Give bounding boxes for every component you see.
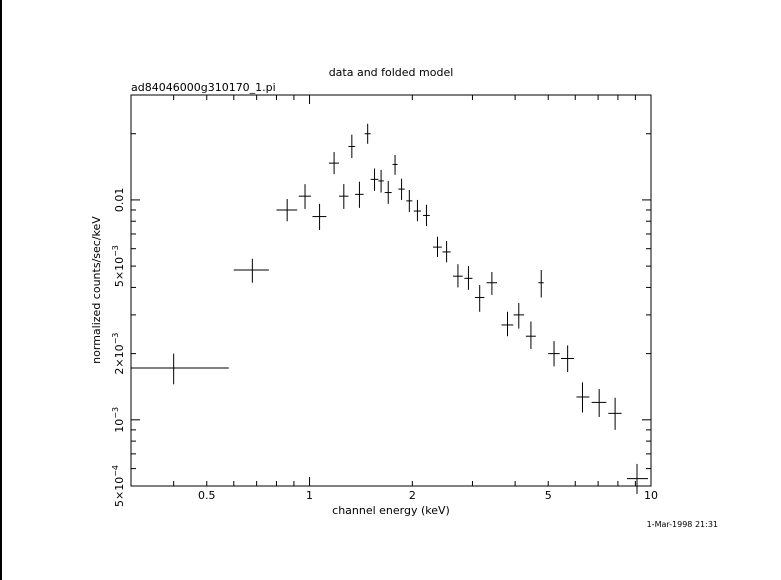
y-axis-label: normalized counts/sec/keV — [90, 216, 103, 364]
y-axis-ticks — [131, 94, 651, 487]
data-point — [298, 184, 312, 209]
y-tick-label: 10−3 — [111, 407, 126, 433]
x-tick-label: 10 — [644, 489, 658, 502]
data-point — [233, 258, 269, 283]
data-point — [452, 264, 463, 288]
data-point — [370, 168, 379, 191]
data-point — [413, 199, 421, 222]
data-point — [378, 169, 384, 193]
plot-frame — [130, 94, 652, 487]
x-tick-label: 5 — [545, 489, 552, 502]
data-point — [384, 180, 392, 204]
y-tick-label: 0.01 — [113, 188, 126, 213]
x-tick-label: 2 — [409, 489, 416, 502]
data-point — [355, 181, 364, 208]
data-point — [626, 463, 649, 494]
data-point — [591, 389, 607, 417]
data-point — [442, 241, 451, 263]
plot-timestamp: 1-Mar-1998 21:31 — [647, 520, 718, 529]
data-point — [464, 266, 473, 290]
data-point — [538, 270, 544, 298]
data-point — [501, 311, 514, 337]
data-point — [312, 203, 327, 230]
data-point — [392, 155, 398, 175]
data-series — [131, 123, 649, 494]
data-point — [525, 321, 536, 349]
data-point — [423, 204, 430, 227]
data-point — [339, 184, 349, 209]
window-left-border — [0, 0, 2, 580]
data-point — [608, 397, 622, 430]
data-point — [406, 189, 413, 213]
y-tick-labels: 5×10−4 10−3 2×10−3 5×10−3 0.01 — [111, 188, 126, 507]
x-tick-label: 0.5 — [198, 489, 216, 502]
x-axis-label: channel energy (keV) — [332, 504, 450, 517]
data-point — [513, 302, 525, 329]
data-point — [433, 236, 442, 258]
data-point — [474, 285, 485, 312]
data-point — [548, 341, 560, 367]
x-tick-labels: 0.5 1 2 5 10 — [198, 489, 658, 502]
chart-subtitle: ad84046000g310170_1.pi — [131, 81, 276, 94]
data-point — [560, 345, 575, 372]
data-point — [131, 353, 229, 385]
data-point — [328, 152, 340, 175]
data-point — [348, 134, 356, 159]
data-point — [576, 382, 590, 413]
y-tick-label: 5×10−3 — [111, 245, 126, 287]
data-point — [276, 198, 298, 222]
y-tick-label: 2×10−3 — [111, 333, 126, 375]
data-point — [398, 178, 405, 200]
chart-title: data and folded model — [329, 66, 454, 79]
data-point — [486, 272, 498, 295]
x-tick-label: 1 — [306, 489, 313, 502]
x-axis-ticks — [130, 95, 652, 486]
y-tick-label: 5×10−4 — [111, 465, 126, 507]
data-point — [364, 123, 371, 144]
